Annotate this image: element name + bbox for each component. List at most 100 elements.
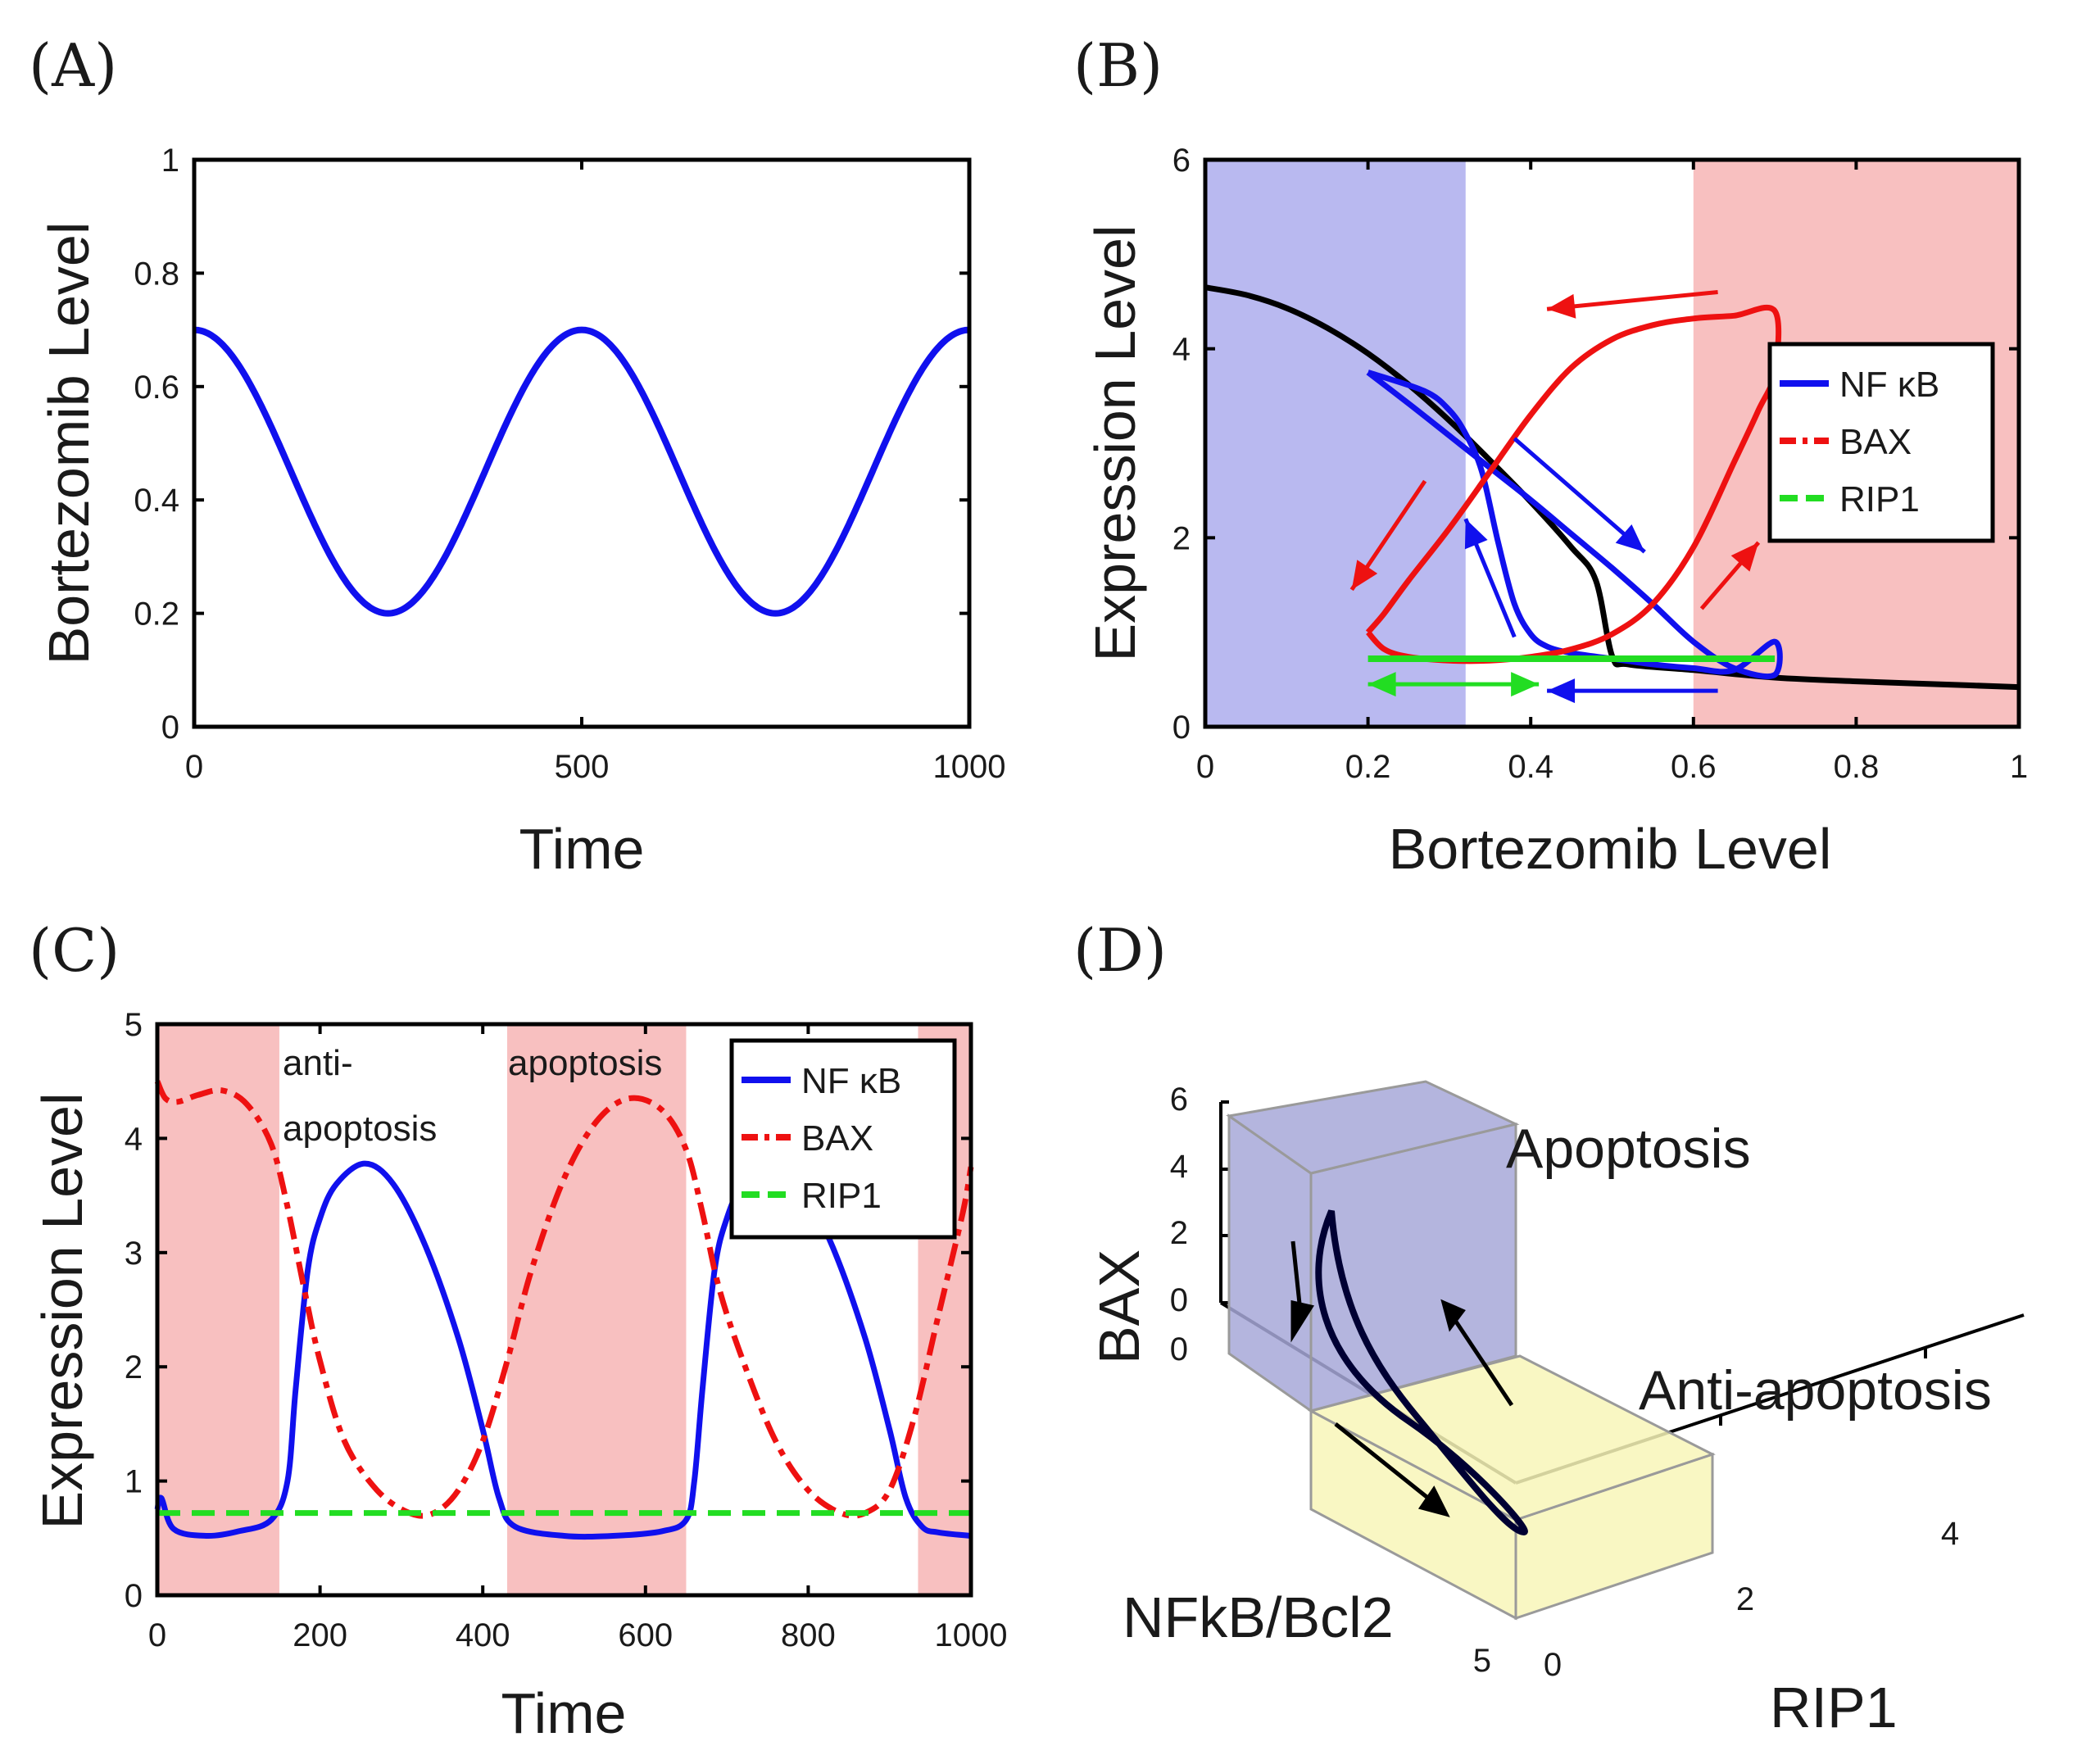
- panel-d-trajectory: [1315, 1209, 1528, 1536]
- series-line-bortezomib: [193, 326, 970, 617]
- panel-d-arrow-up: [1452, 1317, 1514, 1407]
- y-tick-label: 2: [1172, 520, 1191, 556]
- arrow-bax-top: [1546, 289, 1718, 311]
- x-tick-label: 1000: [933, 749, 1006, 785]
- panel-d-arrow-up-head: [1440, 1299, 1466, 1332]
- x-tick-label: 0: [148, 1617, 166, 1653]
- panel-d-zlabel: NFkB/Bcl2: [1123, 1585, 1394, 1649]
- panel-d-apoptosis-label: Apoptosis: [1506, 1118, 1751, 1180]
- panel-c-shaded-regions: [157, 1024, 971, 1595]
- panel-d-xlabel: RIP1: [1770, 1676, 1898, 1739]
- y-tick-label: 2: [125, 1349, 143, 1385]
- panel-c-annotation-anti: anti-: [283, 1043, 353, 1083]
- x-tick-label: 0.6: [1671, 749, 1717, 785]
- arrow-rip1-head: [1511, 672, 1540, 697]
- panel-c-legend-nfkb: NF κB: [801, 1061, 901, 1101]
- y-tick-label: 4: [1172, 332, 1191, 368]
- x-tick-label: 800: [781, 1617, 836, 1653]
- panel-c-plot: [154, 1080, 974, 1540]
- panel-a: (A) 0 500 1000 0 0.2 0.4 0.6 0.8 1 Time Bortezom…: [29, 31, 1005, 881]
- panel-d-arrow-right: [1334, 1422, 1431, 1501]
- y-tick-label: 5: [125, 1007, 143, 1043]
- panel-b-direction-arrows: [1349, 289, 1761, 704]
- y-tick-label: 0: [1172, 710, 1191, 746]
- y-tick-label: 0.8: [134, 256, 179, 292]
- panel-b-xlabel: Bortezomib Level: [1389, 817, 1832, 881]
- x-tick-label: 0.8: [1834, 749, 1880, 785]
- panel-d-rip1-tick-label: 0: [1544, 1647, 1562, 1683]
- panel-c-xlabel: Time: [501, 1681, 627, 1745]
- x-tick-label: 200: [293, 1617, 347, 1653]
- panel-b-legend-bax: BAX: [1839, 422, 1912, 462]
- panel-b-axes-frame: [1203, 157, 2021, 729]
- panel-c-legend: NF κB BAX RIP1: [729, 1038, 957, 1240]
- arrow-bax-right-head: [1730, 542, 1759, 572]
- arrow-nfkb-up-head: [1464, 519, 1488, 550]
- panel-d-bax-tick-label: 4: [1170, 1149, 1188, 1185]
- panel-b-legend-nfkb: NF κB: [1839, 365, 1939, 405]
- panel-c-ylabel: Expression Level: [30, 1092, 94, 1529]
- panel-d-bax-tick-label: 2: [1170, 1215, 1188, 1251]
- panel-d-rip1-tick-label: 2: [1736, 1581, 1754, 1617]
- arrow-nfkb-down: [1513, 437, 1646, 554]
- arrow-bax-left-head: [1351, 560, 1378, 590]
- panel-c-legend-rip1: RIP1: [801, 1176, 882, 1216]
- panel-d-anti-apoptosis-box: [1307, 1354, 1716, 1621]
- series-line-nf-κb: [154, 1160, 972, 1540]
- panel-label-a: (A): [29, 31, 117, 100]
- y-tick-label: 1: [125, 1464, 143, 1500]
- y-tick-label: 0.2: [134, 596, 179, 633]
- panel-a-axes-frame: [192, 157, 972, 729]
- panel-d-arrow-down-head: [1290, 1299, 1314, 1343]
- panel-c: (C) 0 200 400 600 800 1000 0 1 2 3 4 5 anti- apopto…: [29, 916, 1007, 1745]
- x-tick-label: 400: [456, 1617, 510, 1653]
- x-tick-label: 0: [1196, 749, 1214, 785]
- panel-b-ylabel: Expression Level: [1083, 224, 1147, 661]
- x-tick-label: 0.4: [1508, 749, 1553, 785]
- arrow-rip1-head: [1367, 672, 1396, 697]
- panel-c-ticks: 0 200 400 600 800 1000 0 1 2 3 4 5: [125, 1007, 1008, 1653]
- panel-c-annotation-apoptosis: apoptosis: [508, 1043, 662, 1083]
- panel-a-ylabel: Bortezomib Level: [37, 222, 101, 665]
- x-tick-label: 500: [555, 749, 610, 785]
- panel-d-anti-apoptosis-label: Anti-apoptosis: [1639, 1359, 1992, 1422]
- arrow-nfkb-down-head: [1615, 524, 1645, 552]
- x-tick-label: 600: [618, 1617, 673, 1653]
- panel-a-ticks: 0 500 1000 0 0.2 0.4 0.6 0.8 1: [134, 143, 1005, 785]
- panel-d-arrows: [1290, 1240, 1514, 1517]
- x-tick-label: 1000: [935, 1617, 1008, 1653]
- panel-d: (D) 0 2 4 6 0 5 0 2 4: [1073, 916, 2025, 1739]
- panel-b-legend: NF κB BAX RIP1: [1767, 342, 1995, 543]
- panel-a-xlabel: Time: [519, 817, 645, 881]
- y-tick-label: 0: [125, 1578, 143, 1614]
- panel-label-b: (B): [1073, 31, 1163, 100]
- panel-d-bax-tick-label: 6: [1170, 1082, 1188, 1118]
- panel-b-ticks: 0 0.2 0.4 0.6 0.8 1 0 2 4 6: [1172, 143, 2028, 785]
- arrow-nfkb-left-head: [1547, 678, 1576, 704]
- panel-b: (B) 0 0.2 0.4 0.6 0.8 1 0 2 4 6 NF κB BAX RIP1 Bo…: [1073, 31, 2028, 881]
- panel-d-bax-tick-label: 0: [1170, 1282, 1188, 1318]
- panel-d-arrow-right-head: [1417, 1485, 1450, 1517]
- y-tick-label: 4: [125, 1121, 143, 1157]
- shaded-region-0: [157, 1024, 279, 1595]
- x-tick-label: 1: [2010, 749, 2028, 785]
- panel-c-annotation-apoptosis-2: apoptosis: [283, 1109, 437, 1149]
- panel-a-plot: [193, 326, 970, 617]
- arrow-bax-top-head: [1547, 293, 1576, 319]
- panel-c-axes-frame: [155, 1022, 973, 1598]
- panel-label-c: (C): [29, 916, 120, 985]
- y-tick-label: 3: [125, 1236, 143, 1272]
- panel-b-legend-rip1: RIP1: [1839, 479, 1920, 519]
- y-tick-label: 1: [161, 143, 179, 179]
- panel-d-rip1-tick-label: 4: [1941, 1516, 1959, 1552]
- panel-d-nfkb-tick-label: 0: [1170, 1331, 1188, 1367]
- y-tick-label: 0: [161, 710, 179, 746]
- y-tick-label: 6: [1172, 143, 1191, 179]
- y-tick-label: 0.6: [134, 370, 179, 406]
- panel-d-nfkb-tick-label: 5: [1473, 1643, 1491, 1679]
- panel-d-ylabel: BAX: [1087, 1249, 1151, 1364]
- panel-label-d: (D): [1073, 916, 1167, 985]
- x-tick-label: 0: [185, 749, 203, 785]
- y-tick-label: 0.4: [134, 483, 179, 519]
- panel-d-apoptosis-box: [1226, 1080, 1520, 1413]
